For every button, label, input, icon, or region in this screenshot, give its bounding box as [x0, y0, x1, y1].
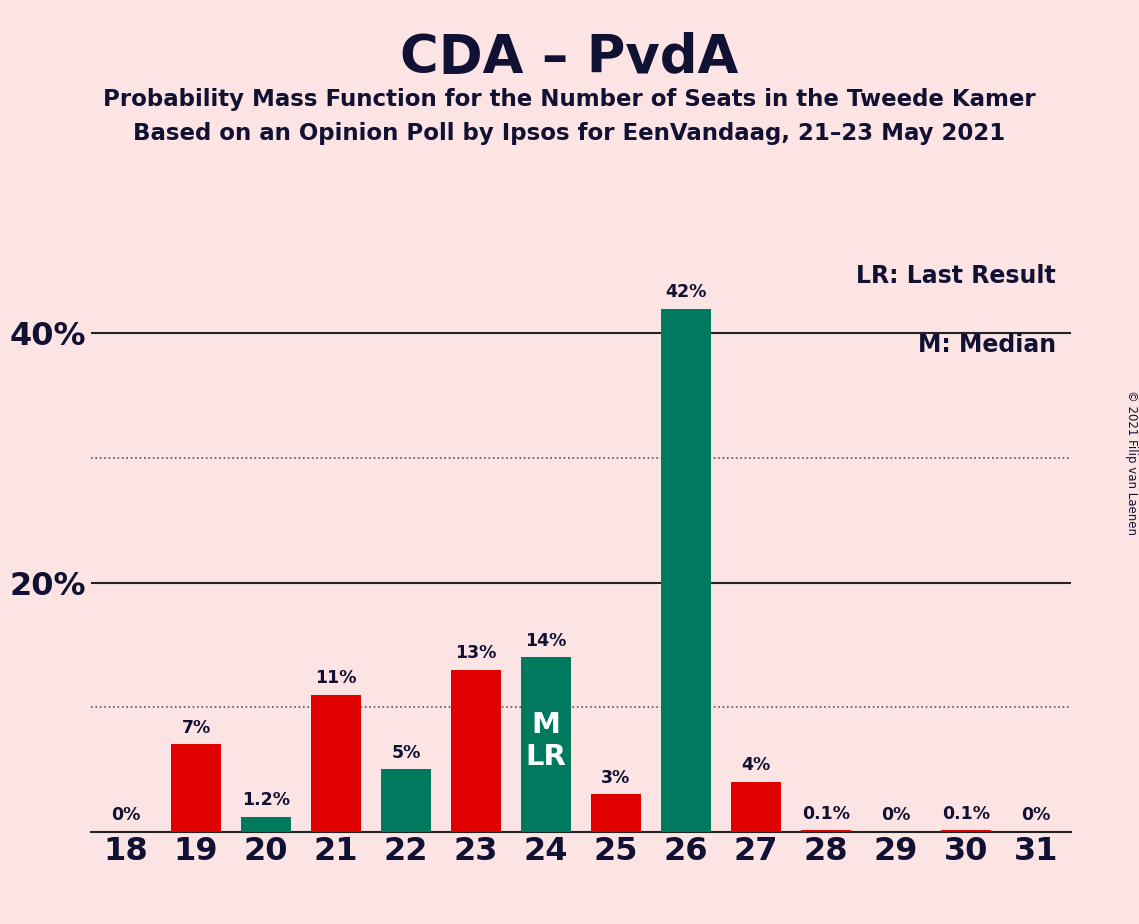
Text: 0.1%: 0.1%: [802, 805, 850, 823]
Bar: [941, 831, 991, 832]
Text: 1.2%: 1.2%: [243, 791, 290, 809]
Text: 14%: 14%: [525, 632, 566, 650]
Bar: [171, 745, 221, 832]
Text: M: Median: M: Median: [918, 334, 1056, 358]
Text: 5%: 5%: [392, 744, 420, 762]
Text: 0%: 0%: [112, 806, 141, 824]
Bar: [451, 670, 501, 832]
Bar: [240, 817, 292, 832]
Bar: [311, 695, 361, 832]
Bar: [521, 657, 571, 832]
Text: 42%: 42%: [665, 283, 706, 301]
Text: 7%: 7%: [181, 719, 211, 737]
Bar: [801, 831, 851, 832]
Text: CDA – PvdA: CDA – PvdA: [400, 32, 739, 84]
Text: M
LR: M LR: [525, 711, 566, 772]
Text: LR: Last Result: LR: Last Result: [857, 264, 1056, 288]
Bar: [661, 309, 711, 832]
Bar: [591, 795, 641, 832]
Text: 4%: 4%: [741, 757, 770, 774]
Text: 0.1%: 0.1%: [942, 805, 990, 823]
Bar: [730, 782, 781, 832]
Text: Probability Mass Function for the Number of Seats in the Tweede Kamer: Probability Mass Function for the Number…: [104, 88, 1035, 111]
Text: Based on an Opinion Poll by Ipsos for EenVandaag, 21–23 May 2021: Based on an Opinion Poll by Ipsos for Ee…: [133, 122, 1006, 145]
Text: 13%: 13%: [456, 644, 497, 663]
Text: 0%: 0%: [1021, 806, 1050, 824]
Text: 0%: 0%: [882, 806, 910, 824]
Text: © 2021 Filip van Laenen: © 2021 Filip van Laenen: [1124, 390, 1138, 534]
Bar: [380, 770, 432, 832]
Text: 3%: 3%: [601, 769, 631, 786]
Text: 11%: 11%: [316, 669, 357, 687]
